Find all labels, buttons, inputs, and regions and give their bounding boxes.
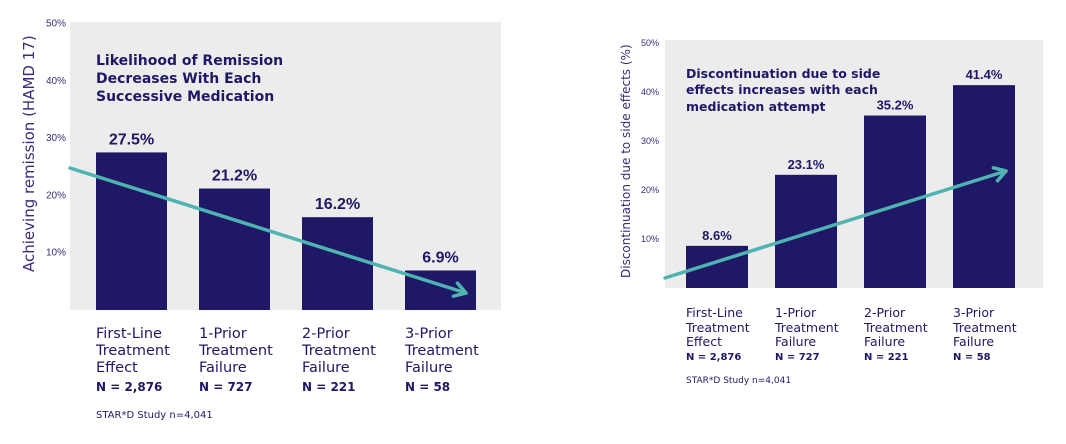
x-category-label: 1-Prior Treatment Failure N = 727 — [199, 326, 273, 394]
sample-size-label: N = 2,876 — [686, 351, 742, 363]
x-category-label: 1-Prior Treatment Failure N = 727 — [775, 305, 839, 363]
y-tick-label: 10% — [641, 234, 659, 244]
study-note: STAR*D Study n=4,041 — [96, 410, 213, 421]
x-category-label: 3-Prior Treatment Failure N = 58 — [405, 326, 479, 394]
bar-value-label: 6.9% — [422, 249, 458, 266]
y-axis-label: Achieving remission (HAMD 17) — [20, 35, 38, 272]
trend-arrow-line — [663, 169, 1008, 280]
x-category-label: 3-Prior Treatment Failure N = 58 — [953, 305, 1017, 363]
x-category-label: 2-Prior Treatment Failure N = 221 — [302, 326, 376, 394]
y-tick-label: 50% — [641, 38, 659, 48]
sample-size-label: N = 221 — [302, 379, 356, 394]
chart-title: Likelihood of Remission Decreases With E… — [96, 53, 284, 106]
y-tick-label: 10% — [46, 248, 66, 259]
y-tick-label: 40% — [641, 87, 659, 97]
sample-size-label: N = 58 — [405, 379, 451, 394]
sample-size-label: N = 727 — [199, 379, 253, 394]
remission-chart-svg: 10% 20% 30% 40% 50% 27.5% 21.2% 16.2% 6.9% — [46, 19, 476, 310]
chart-title: Discontinuation due to side effects incr… — [686, 66, 881, 114]
remission-chart: 10% 20% 30% 40% 50% 27.5% 21.2% 16.2% 6.9% Achie… — [20, 19, 501, 421]
x-category-label: 2-Prior Treatment Failure N = 221 — [864, 305, 928, 363]
bar-value-label: 27.5% — [109, 131, 154, 148]
sample-size-label: N = 58 — [953, 351, 991, 363]
bar-2 — [775, 174, 837, 288]
bar-value-label: 41.4% — [966, 67, 1003, 82]
sample-size-label: N = 2,876 — [96, 379, 163, 394]
bar-value-label: 21.2% — [212, 168, 257, 185]
discontinuation-chart-svg: 10% 20% 30% 40% 50% 8.6% 23.1% 35.2% 41.4% — [641, 38, 1015, 289]
y-tick-label: 50% — [46, 19, 66, 30]
y-tick-label: 30% — [46, 133, 66, 144]
bar-2 — [199, 188, 270, 310]
y-tick-label: 20% — [641, 185, 659, 195]
y-tick-label: 20% — [46, 190, 66, 201]
bar-value-label: 8.6% — [702, 228, 732, 243]
bar-value-label: 16.2% — [315, 196, 360, 213]
bar-3 — [302, 217, 373, 310]
y-tick-label: 30% — [641, 136, 659, 146]
discontinuation-chart: 10% 20% 30% 40% 50% 8.6% 23.1% 35.2% 41.4% Disco… — [560, 0, 1060, 444]
trend-arrow-line — [68, 166, 468, 295]
trend-arrow-head — [451, 281, 468, 298]
sample-size-label: N = 727 — [775, 351, 820, 363]
sample-size-label: N = 221 — [864, 351, 909, 363]
y-tick-label: 40% — [46, 76, 66, 87]
bar-4 — [953, 85, 1015, 288]
trend-arrow-head — [991, 166, 1008, 183]
bar-3 — [864, 115, 926, 289]
study-note: STAR*D Study n=4,041 — [686, 376, 792, 386]
x-category-label: First-Line Treatment Effect N = 2,876 — [686, 305, 750, 363]
bar-1 — [96, 152, 167, 310]
y-axis-label: Discontinuation due to side effects (%) — [619, 44, 633, 278]
bar-value-label: 23.1% — [788, 157, 825, 172]
bar-value-label: 35.2% — [877, 98, 914, 113]
x-category-label: First-Line Treatment Effect N = 2,876 — [96, 326, 170, 394]
